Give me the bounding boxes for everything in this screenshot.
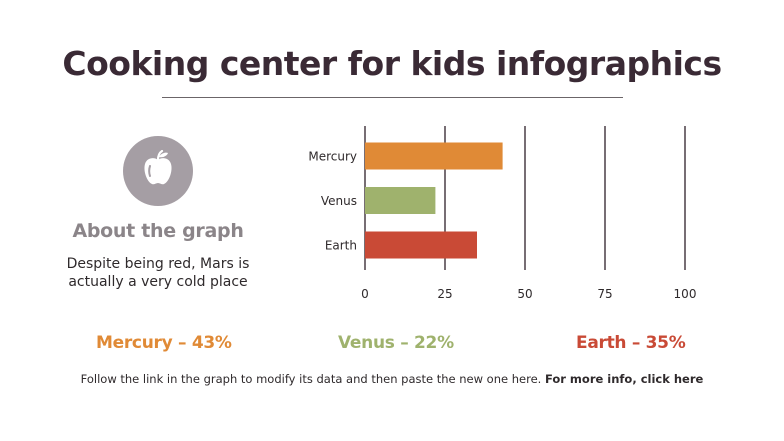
bar-chart: 0 25 50 75 100 Mercury Venus Earth xyxy=(308,126,697,301)
title-divider xyxy=(162,97,623,98)
stat-venus: Venus – 22% xyxy=(338,333,454,353)
bar-earth xyxy=(365,231,477,259)
category-label-earth: Earth xyxy=(325,239,357,253)
about-icon-circle xyxy=(123,136,193,206)
category-label-mercury: Mercury xyxy=(308,150,357,164)
about-heading: About the graph xyxy=(72,220,244,242)
about-text: Despite being red, Mars is actually a ve… xyxy=(66,256,250,290)
x-tick-label: 75 xyxy=(597,287,612,301)
page-title: Cooking center for kids infographics xyxy=(62,44,722,83)
x-tick-label: 50 xyxy=(517,287,532,301)
stat-mercury: Mercury – 43% xyxy=(96,333,232,353)
category-label-venus: Venus xyxy=(321,194,357,208)
stat-earth: Earth – 35% xyxy=(576,333,686,353)
bar-mercury xyxy=(365,142,503,170)
x-tick-label: 100 xyxy=(674,287,697,301)
bar-venus xyxy=(365,187,436,214)
footer-note: Follow the link in the graph to modify i… xyxy=(0,372,784,386)
footer-text: Follow the link in the graph to modify i… xyxy=(80,372,542,386)
x-tick-label: 25 xyxy=(437,287,452,301)
apple-icon xyxy=(141,149,175,192)
x-tick-label: 0 xyxy=(361,287,369,301)
more-info-link[interactable]: For more info, click here xyxy=(544,372,704,386)
